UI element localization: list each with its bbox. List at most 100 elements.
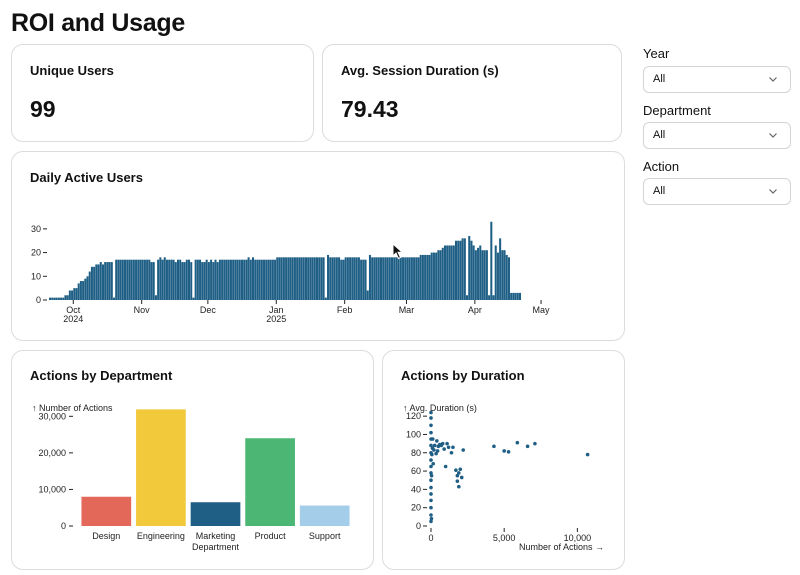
daily-active-users-bar	[55, 297, 58, 300]
daily-active-users-bar	[371, 257, 374, 300]
daily-active-users-bar	[179, 259, 182, 300]
daily-active-users-bar	[293, 257, 296, 300]
daily-active-users-bar	[368, 254, 371, 300]
daily-active-users-bar	[201, 262, 204, 300]
daily-active-users-bar	[430, 252, 433, 300]
daily-active-users-bar	[236, 259, 239, 300]
daily-active-users-bar	[143, 259, 146, 300]
daily-active-users-bar	[154, 295, 157, 300]
daily-active-users-bar	[227, 259, 230, 300]
y-tick-label: 0	[61, 521, 66, 531]
daily-active-users-bar	[71, 290, 74, 300]
scatter-point	[429, 423, 433, 428]
scatter-point	[449, 450, 454, 455]
daily-active-users-bar	[501, 250, 504, 300]
daily-active-users-bar	[307, 257, 310, 300]
daily-active-users-bar	[479, 245, 482, 300]
department-select-value: All	[653, 129, 666, 141]
year-select[interactable]: All	[643, 66, 791, 93]
daily-active-users-bar	[245, 259, 248, 300]
avg-session-value: 79.43	[341, 96, 399, 122]
scatter-point	[429, 416, 433, 420]
daily-active-users-bar	[364, 259, 367, 300]
daily-active-users-bar	[426, 254, 429, 300]
daily-active-users-bar	[406, 257, 409, 300]
chevron-down-icon	[769, 77, 777, 82]
scatter-point	[429, 505, 433, 510]
y-tick-label: 10,000	[38, 484, 66, 494]
daily-active-users-bar	[267, 259, 270, 300]
daily-active-users-bar	[66, 295, 69, 300]
daily-active-users-bar	[115, 259, 118, 300]
scatter-point	[515, 440, 520, 445]
daily-active-users-bar	[221, 259, 224, 300]
daily-active-users-bar	[309, 257, 312, 300]
daily-active-users-bar	[459, 240, 462, 300]
daily-active-users-bar	[384, 257, 387, 300]
daily-active-users-bar	[327, 254, 330, 300]
daily-active-users-bar	[335, 257, 338, 300]
scatter-point	[429, 430, 433, 435]
x-tick-label: May	[533, 305, 551, 315]
daily-active-users-bar	[481, 250, 484, 300]
department-bar	[81, 496, 132, 526]
daily-active-users-bar	[216, 262, 219, 300]
y-tick-label: 100	[406, 429, 421, 439]
actions-by-duration-chart: ↑ Avg. Duration (s) 0 20 40 60 80 100 120 0 5,000…	[403, 403, 604, 552]
department-bar	[136, 409, 186, 526]
scatter-point	[442, 447, 446, 451]
daily-active-users-bar	[340, 259, 343, 300]
daily-active-users-bar	[417, 257, 420, 300]
y-tick-label: 60	[411, 466, 421, 476]
daily-active-users-bar	[93, 266, 96, 300]
x-tick-label: Department	[192, 542, 240, 552]
scatter-point	[430, 452, 434, 457]
daily-active-users-bar	[150, 262, 153, 300]
x-tick-label: Product	[255, 531, 287, 541]
scatter-point	[455, 473, 460, 478]
daily-active-users-bar	[84, 278, 87, 300]
y-tick-label: 30,000	[38, 411, 66, 421]
daily-active-users-bar	[351, 257, 354, 300]
department-select[interactable]: All	[643, 122, 791, 149]
x-tick-label: 5,000	[493, 533, 516, 543]
daily-active-users-bar	[181, 262, 184, 300]
daily-active-users-bar	[402, 257, 405, 300]
scatter-point	[434, 451, 438, 456]
avg-session-card: Avg. Session Duration (s) 79.43	[322, 44, 622, 142]
daily-active-users-bar	[382, 257, 385, 300]
scatter-point	[429, 473, 434, 478]
daily-active-users-bar	[461, 238, 464, 300]
daily-active-users-bar	[247, 257, 250, 300]
daily-active-users-bar	[199, 259, 202, 300]
daily-active-users-bar	[505, 254, 508, 300]
scatter-point	[492, 444, 496, 449]
action-filter-label: Action	[643, 159, 680, 174]
daily-active-users-title: Daily Active Users	[30, 170, 143, 185]
daily-active-users-bar	[165, 259, 168, 300]
daily-active-users-bar	[95, 264, 98, 300]
x-tick-label: Marketing	[196, 531, 236, 541]
daily-active-users-bar	[260, 259, 263, 300]
daily-active-users-bar	[366, 290, 369, 300]
scatter-point	[429, 513, 433, 517]
scatter-point	[457, 484, 461, 489]
daily-active-users-bar	[183, 262, 186, 300]
x-tick-year-label: 2025	[266, 314, 286, 324]
daily-active-users-bar	[357, 257, 360, 300]
daily-active-users-bar	[393, 257, 396, 300]
daily-active-users-bar	[210, 259, 213, 300]
daily-active-users-bar	[190, 262, 193, 300]
x-tick-label: Design	[92, 531, 120, 541]
year-select-value: All	[653, 73, 666, 85]
daily-active-users-bar	[278, 257, 281, 300]
daily-active-users-bar	[470, 240, 473, 300]
scatter-point	[435, 449, 440, 453]
y-tick-label: 40	[411, 484, 421, 494]
actions-by-duration-title: Actions by Duration	[401, 368, 525, 383]
daily-active-users-bar	[346, 257, 349, 300]
daily-active-users-bar	[446, 245, 449, 300]
action-select-value: All	[653, 185, 666, 197]
scatter-point	[454, 468, 458, 472]
action-select[interactable]: All	[643, 178, 791, 205]
